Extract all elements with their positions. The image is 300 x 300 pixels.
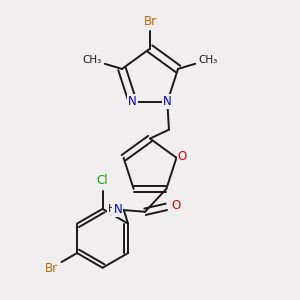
Text: N: N [113,203,122,216]
Text: Br: Br [44,262,58,275]
Text: O: O [171,199,180,212]
Text: Cl: Cl [97,174,108,187]
Text: CH₃: CH₃ [82,55,102,65]
Text: Br: Br [143,15,157,28]
Text: H: H [108,205,117,214]
Text: O: O [178,150,187,163]
Text: N: N [163,95,172,108]
Text: CH₃: CH₃ [198,55,218,65]
Text: N: N [128,95,137,108]
